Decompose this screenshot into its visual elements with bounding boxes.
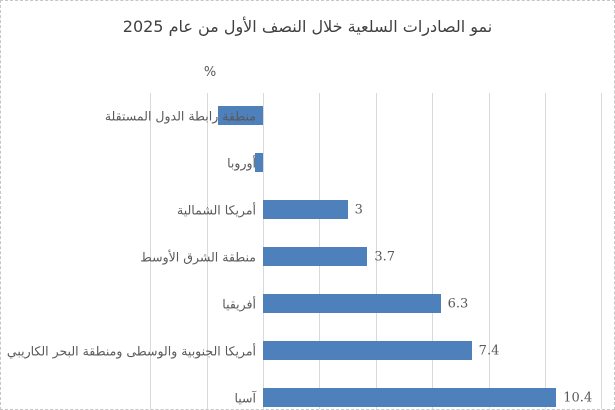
gridline <box>601 93 603 409</box>
chart-title: نمو الصادرات السلعية خلال النصف الأول من… <box>122 17 493 36</box>
category-label-3: منطقة الشرق الأوسط <box>140 249 256 264</box>
category-label-0: منطقة رابطة الدول المستقلة <box>104 108 256 123</box>
value-label-6: 10.4 <box>563 390 593 405</box>
bar-4 <box>263 294 441 313</box>
gridline <box>545 93 546 409</box>
value-label-5: 7.4 <box>478 343 500 358</box>
value-label-2: 3 <box>354 202 363 217</box>
category-label-1: أوروبا <box>227 155 256 170</box>
value-label-4: 6.3 <box>447 296 469 311</box>
percent-axis-label: % <box>203 65 217 80</box>
gridline <box>432 93 434 409</box>
bar-2 <box>263 200 348 219</box>
bar-1 <box>254 153 263 172</box>
bar-0 <box>217 106 263 125</box>
category-label-5: أمريكا الجنوبية والوسطى ومنطقة البحر الك… <box>6 343 256 358</box>
bar-6 <box>263 388 557 407</box>
bar-3 <box>263 247 368 266</box>
gridline <box>488 93 490 409</box>
bar-5 <box>263 341 472 360</box>
category-label-4: أفريقيا <box>222 296 256 311</box>
category-label-6: آسيا <box>234 390 256 405</box>
value-label-3: 3.7 <box>374 249 396 264</box>
category-label-2: أمريكا الشمالية <box>177 202 256 217</box>
